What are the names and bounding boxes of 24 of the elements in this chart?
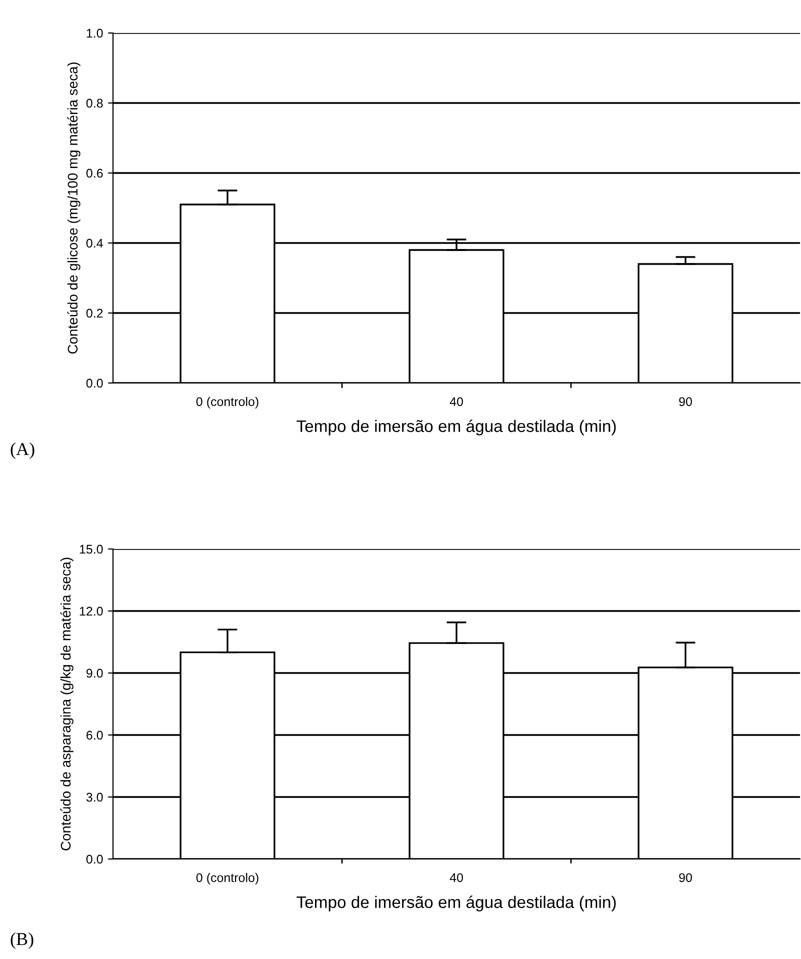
x-tick-label: 40 bbox=[450, 873, 463, 882]
y-tick-label: 3.0 bbox=[86, 792, 103, 802]
y-tick-label: 15.0 bbox=[80, 544, 103, 554]
y-tick-label: 12.0 bbox=[80, 606, 103, 616]
y-tick-label: 6.0 bbox=[86, 730, 103, 740]
y-tick-label: 1.0 bbox=[86, 28, 103, 38]
x-tick-label: 90 bbox=[679, 873, 692, 882]
y-tick-label: 0.8 bbox=[86, 98, 103, 108]
y-tick-label: 0.4 bbox=[86, 238, 103, 248]
x-axis-title: Tempo de imersão em água destilada (min) bbox=[296, 896, 616, 912]
x-tick-label: 0 (controlo) bbox=[196, 872, 258, 885]
x-tick-label: 90 bbox=[679, 397, 692, 406]
text: (A) bbox=[10, 442, 34, 459]
x-axis-title: Tempo de imersão em água destilada (min) bbox=[296, 420, 616, 436]
y-tick-label: 0.2 bbox=[86, 308, 103, 318]
y-axis-title: Conteúdo de asparagina (g/kg de matéria seca) bbox=[60, 558, 74, 850]
x-tick-label: 40 bbox=[450, 397, 463, 406]
y-tick-label: 9.0 bbox=[86, 668, 103, 678]
x-tick-label: 0 (controlo) bbox=[196, 396, 258, 409]
y-tick-label: 0.6 bbox=[86, 168, 103, 178]
y-tick-label: 0.0 bbox=[86, 378, 103, 388]
y-tick-label: 0.0 bbox=[86, 854, 103, 864]
y-axis-title: Conteúdo de glicose (mg/100 mg matéria seca) bbox=[67, 62, 80, 354]
text: (B) bbox=[10, 932, 34, 949]
